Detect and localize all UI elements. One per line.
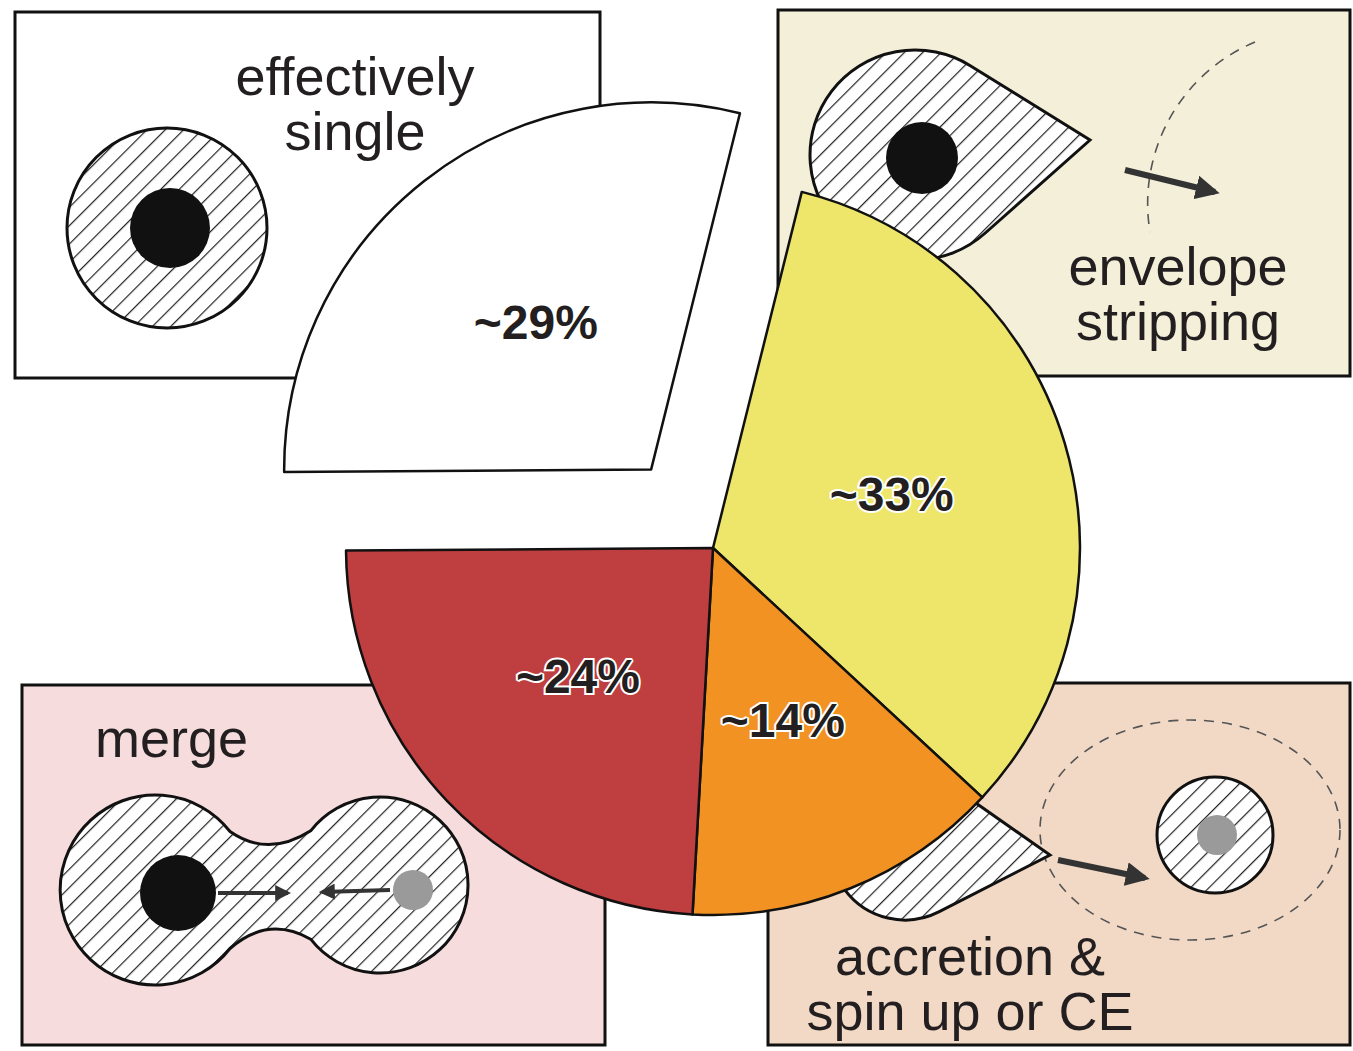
svg-text:merge: merge bbox=[95, 708, 248, 768]
svg-text:effectively: effectively bbox=[235, 46, 474, 106]
svg-text:accretion &: accretion & bbox=[835, 926, 1105, 986]
svg-text:single: single bbox=[284, 101, 425, 161]
svg-text:envelope: envelope bbox=[1068, 236, 1287, 296]
svg-text:spin up or CE: spin up or CE bbox=[806, 981, 1133, 1041]
svg-text:~14%: ~14% bbox=[721, 694, 845, 747]
svg-text:~33%: ~33% bbox=[830, 468, 954, 521]
svg-text:~24%: ~24% bbox=[516, 650, 640, 703]
svg-text:stripping: stripping bbox=[1076, 291, 1280, 351]
svg-text:~29%: ~29% bbox=[474, 296, 598, 349]
